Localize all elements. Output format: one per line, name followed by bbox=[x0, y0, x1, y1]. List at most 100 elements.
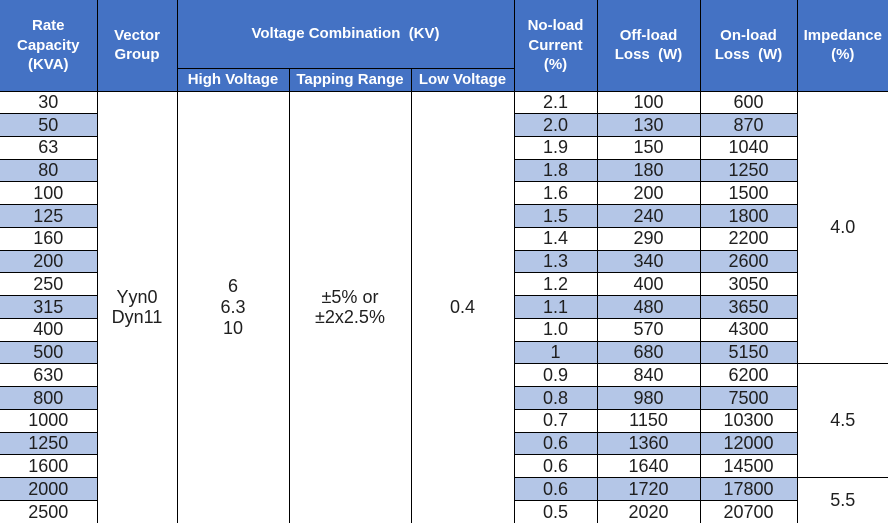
cell-on-load-loss: 3650 bbox=[699, 295, 798, 319]
cell-kva: 125 bbox=[0, 204, 98, 228]
table-header: Rate Capacity (KVA) Vector Group Voltage… bbox=[0, 0, 888, 92]
header-no-load-current: No-load Current (%) bbox=[513, 0, 598, 92]
cell-high-voltage: 6 6.3 10 bbox=[176, 90, 290, 523]
table-row: 2500 0.5 2020 20700 bbox=[0, 499, 888, 523]
header-high-voltage: High Voltage bbox=[176, 68, 290, 92]
cell-on-load-loss: 1500 bbox=[699, 181, 798, 206]
cell-kva: 63 bbox=[0, 135, 98, 160]
cell-off-load-loss: 1640 bbox=[596, 454, 701, 478]
cell-kva: 500 bbox=[0, 340, 98, 365]
cell-no-load-current: 1.9 bbox=[513, 135, 598, 160]
cell-kva: 1600 bbox=[0, 454, 98, 478]
cell-on-load-loss: 20700 bbox=[699, 499, 798, 523]
header-rate-capacity: Rate Capacity (KVA) bbox=[0, 0, 98, 92]
cell-off-load-loss: 340 bbox=[596, 249, 701, 274]
table-row: 800 0.8 980 7500 bbox=[0, 386, 888, 410]
table-row: 250 1.2 400 3050 bbox=[0, 272, 888, 297]
table-body: 30 Yyn0 Dyn11 6 6.3 10 ±5% or ±2x2.5% 0.… bbox=[0, 90, 888, 523]
cell-off-load-loss: 840 bbox=[596, 363, 701, 388]
cell-kva: 80 bbox=[0, 158, 98, 183]
cell-on-load-loss: 4300 bbox=[699, 317, 798, 342]
table-row: 160 1.4 290 2200 bbox=[0, 226, 888, 251]
cell-on-load-loss: 1250 bbox=[699, 158, 798, 183]
cell-kva: 400 bbox=[0, 317, 98, 342]
cell-on-load-loss: 870 bbox=[699, 113, 798, 137]
cell-impedance: 5.5 bbox=[796, 476, 888, 523]
cell-on-load-loss: 6200 bbox=[699, 363, 798, 388]
cell-off-load-loss: 180 bbox=[596, 158, 701, 183]
cell-off-load-loss: 130 bbox=[596, 113, 701, 137]
cell-no-load-current: 1.5 bbox=[513, 204, 598, 228]
header-row-sub: High Voltage Tapping Range Low Voltage bbox=[0, 68, 888, 92]
header-low-voltage: Low Voltage bbox=[410, 68, 515, 92]
cell-kva: 630 bbox=[0, 363, 98, 388]
cell-no-load-current: 1 bbox=[513, 340, 598, 365]
cell-off-load-loss: 1360 bbox=[596, 431, 701, 456]
cell-no-load-current: 1.0 bbox=[513, 317, 598, 342]
cell-on-load-loss: 10300 bbox=[699, 408, 798, 433]
cell-on-load-loss: 12000 bbox=[699, 431, 798, 456]
cell-off-load-loss: 570 bbox=[596, 317, 701, 342]
cell-off-load-loss: 1720 bbox=[596, 476, 701, 501]
header-tapping-range: Tapping Range bbox=[288, 68, 412, 92]
cell-off-load-loss: 980 bbox=[596, 386, 701, 410]
table-row: 30 Yyn0 Dyn11 6 6.3 10 ±5% or ±2x2.5% 0.… bbox=[0, 90, 888, 523]
cell-no-load-current: 0.6 bbox=[513, 476, 598, 501]
cell-on-load-loss: 5150 bbox=[699, 340, 798, 365]
header-vector-group: Vector Group bbox=[96, 0, 178, 92]
cell-kva: 800 bbox=[0, 386, 98, 410]
cell-no-load-current: 0.6 bbox=[513, 431, 598, 456]
header-on-load-loss: On-load Loss (W) bbox=[699, 0, 798, 92]
cell-on-load-loss: 1040 bbox=[699, 135, 798, 160]
cell-no-load-current: 2.1 bbox=[513, 90, 598, 115]
table-row: 80 1.8 180 1250 bbox=[0, 158, 888, 183]
cell-off-load-loss: 1150 bbox=[596, 408, 701, 433]
cell-on-load-loss: 2600 bbox=[699, 249, 798, 274]
cell-no-load-current: 0.9 bbox=[513, 363, 598, 388]
cell-kva: 250 bbox=[0, 272, 98, 297]
table-row: 630 0.9 840 6200 4.5 bbox=[0, 363, 888, 478]
cell-kva: 1000 bbox=[0, 408, 98, 433]
cell-impedance: 4.0 bbox=[796, 90, 888, 364]
cell-off-load-loss: 240 bbox=[596, 204, 701, 228]
table-row: 1250 0.6 1360 12000 bbox=[0, 431, 888, 456]
cell-kva: 30 bbox=[0, 90, 98, 115]
cell-off-load-loss: 150 bbox=[596, 135, 701, 160]
cell-no-load-current: 2.0 bbox=[513, 113, 598, 137]
cell-vector-group: Yyn0 Dyn11 bbox=[96, 90, 178, 523]
cell-impedance: 4.5 bbox=[796, 363, 888, 478]
cell-off-load-loss: 100 bbox=[596, 90, 701, 115]
cell-on-load-loss: 17800 bbox=[699, 476, 798, 501]
cell-on-load-loss: 600 bbox=[699, 90, 798, 115]
cell-on-load-loss: 7500 bbox=[699, 386, 798, 410]
cell-on-load-loss: 1800 bbox=[699, 204, 798, 228]
cell-tapping-range: ±5% or ±2x2.5% bbox=[288, 90, 412, 523]
table-row: 500 1 680 5150 bbox=[0, 340, 888, 365]
cell-off-load-loss: 480 bbox=[596, 295, 701, 319]
cell-no-load-current: 1.1 bbox=[513, 295, 598, 319]
header-off-load-loss: Off-load Loss (W) bbox=[596, 0, 701, 92]
cell-no-load-current: 1.2 bbox=[513, 272, 598, 297]
cell-off-load-loss: 2020 bbox=[596, 499, 701, 523]
cell-no-load-current: 0.7 bbox=[513, 408, 598, 433]
table-row: 1600 0.6 1640 14500 bbox=[0, 454, 888, 478]
cell-on-load-loss: 14500 bbox=[699, 454, 798, 478]
table-row: 200 1.3 340 2600 bbox=[0, 249, 888, 274]
cell-kva: 1250 bbox=[0, 431, 98, 456]
table-row: 400 1.0 570 4300 bbox=[0, 317, 888, 342]
cell-on-load-loss: 3050 bbox=[699, 272, 798, 297]
cell-kva: 200 bbox=[0, 249, 98, 274]
table-row: 315 1.1 480 3650 bbox=[0, 295, 888, 319]
table-row: 1000 0.7 1150 10300 bbox=[0, 408, 888, 433]
cell-no-load-current: 1.6 bbox=[513, 181, 598, 206]
cell-off-load-loss: 200 bbox=[596, 181, 701, 206]
cell-no-load-current: 1.3 bbox=[513, 249, 598, 274]
cell-kva: 315 bbox=[0, 295, 98, 319]
cell-kva: 160 bbox=[0, 226, 98, 251]
cell-no-load-current: 0.8 bbox=[513, 386, 598, 410]
cell-no-load-current: 1.8 bbox=[513, 158, 598, 183]
cell-on-load-loss: 2200 bbox=[699, 226, 798, 251]
cell-no-load-current: 1.4 bbox=[513, 226, 598, 251]
table-row: 2000 0.6 1720 17800 5.5 bbox=[0, 476, 888, 523]
